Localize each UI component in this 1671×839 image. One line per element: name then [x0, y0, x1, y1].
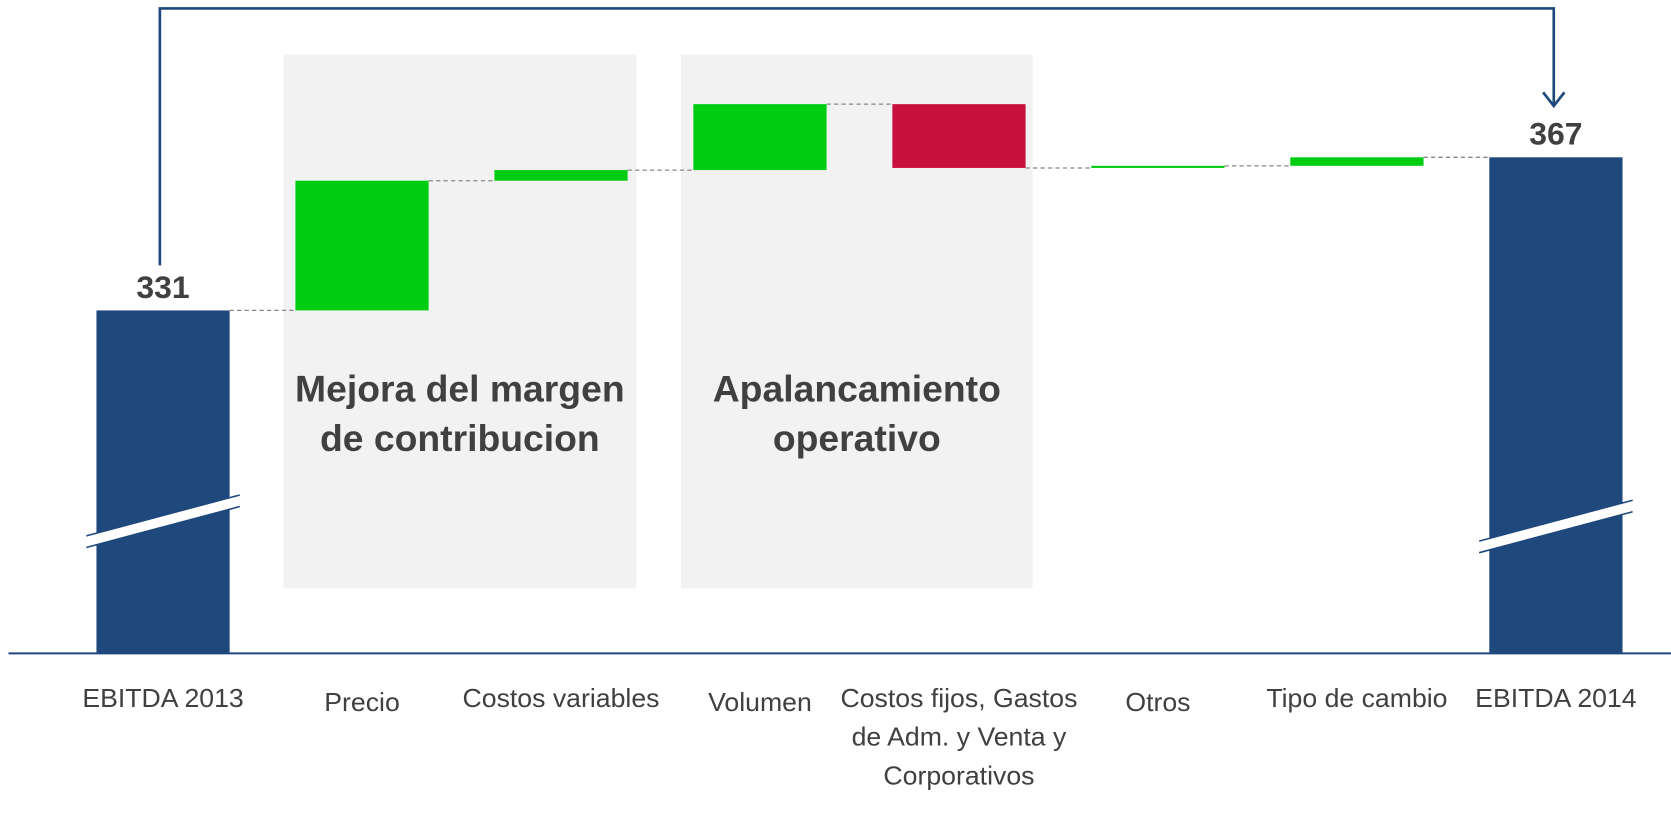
x-label-box: Costos variables — [462, 683, 660, 714]
axis-break-line — [86, 505, 240, 549]
bar — [1489, 157, 1623, 654]
bar — [1290, 157, 1424, 166]
group-label: Mejora del margen de contribucion — [295, 369, 625, 460]
x-tick-label: Volumen — [708, 687, 812, 718]
group-label-box: Apalancamiento operativo — [712, 369, 1001, 460]
arrow-head — [1542, 91, 1566, 109]
value-label: 367 — [1529, 116, 1582, 152]
axis-break-line — [1478, 499, 1633, 542]
bar — [295, 180, 429, 311]
x-tick-label: EBITDA 2014 — [1475, 683, 1637, 714]
group-label-box: Mejora del margen de contribucion — [295, 369, 625, 460]
axis-break — [1480, 500, 1632, 552]
bar — [693, 104, 827, 171]
x-tick-label: EBITDA 2013 — [82, 683, 244, 714]
x-label-box: Volumen — [708, 687, 812, 718]
x-label-box: Costos fijos, Gastos de Adm. y Venta y C… — [840, 683, 1078, 791]
axis-break-line — [86, 494, 240, 537]
group-label: Apalancamiento operativo — [712, 369, 1001, 460]
x-label-box: EBITDA 2013 — [82, 683, 244, 714]
x-label-box: EBITDA 2014 — [1475, 683, 1637, 714]
bar — [494, 170, 628, 181]
x-label-box: Otros — [1125, 687, 1191, 718]
axis-break — [87, 495, 239, 547]
x-tick-label: Costos fijos, Gastos de Adm. y Venta y C… — [840, 683, 1078, 791]
bracket-arrow — [158, 7, 1556, 266]
x-tick-label: Tipo de cambio — [1266, 683, 1448, 714]
bar — [892, 104, 1026, 168]
x-label-box: Tipo de cambio — [1266, 683, 1448, 714]
x-tick-label: Otros — [1125, 687, 1191, 718]
bar — [96, 310, 230, 654]
x-label-box: Precio — [324, 687, 400, 718]
bar — [1091, 165, 1225, 168]
group-panel — [283, 54, 637, 589]
x-tick-label: Precio — [324, 687, 400, 718]
value-label: 331 — [136, 269, 189, 305]
x-tick-label: Costos variables — [462, 683, 660, 714]
axis-break-line — [1478, 511, 1633, 554]
